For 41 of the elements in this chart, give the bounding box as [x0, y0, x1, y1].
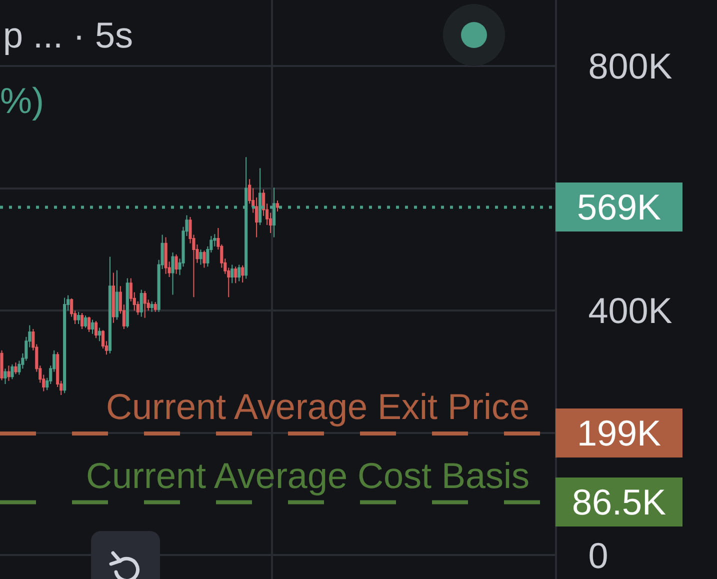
- candlestick: [14, 362, 18, 375]
- chart-title: p ... · 5s: [3, 14, 134, 56]
- candlestick: [80, 312, 84, 330]
- candlestick: [143, 290, 146, 318]
- ref-line-label: 569K: [576, 186, 662, 228]
- candlestick: [87, 316, 91, 332]
- candlestick: [7, 365, 10, 382]
- candlestick: [4, 368, 7, 384]
- candlestick: [77, 311, 80, 325]
- annotation: Current Average Cost Basis: [86, 455, 530, 496]
- candlestick: [234, 266, 238, 284]
- candlestick: [154, 302, 157, 312]
- candlestick: [90, 319, 94, 334]
- candlestick: [150, 300, 154, 312]
- candlestick: [276, 200, 280, 212]
- candlestick: [202, 250, 206, 268]
- candlestick: [174, 254, 178, 274]
- candlestick: [199, 248, 202, 266]
- ref-line-label: 199K: [576, 412, 662, 454]
- candlestick: [171, 252, 174, 296]
- y-tick-label: 400K: [588, 290, 672, 332]
- annotation: Current Average Exit Price: [106, 386, 530, 427]
- y-tick-label: 800K: [588, 46, 672, 87]
- candlestick: [112, 272, 115, 324]
- candlestick: [140, 289, 143, 318]
- candlestick: [126, 278, 129, 328]
- candlestick: [238, 264, 241, 282]
- candlestick: [115, 270, 118, 320]
- candlestick: [230, 264, 234, 284]
- candlestick: [164, 236, 168, 274]
- y-tick-label: 0: [588, 534, 608, 576]
- text: %): [0, 80, 44, 121]
- candlestick: [108, 256, 112, 354]
- candlestick: [10, 364, 14, 380]
- candlestick: [84, 314, 88, 328]
- candlestick: [98, 327, 102, 342]
- candlestick: [0, 350, 4, 381]
- candlestick: [63, 297, 66, 394]
- candlestick: [94, 320, 98, 339]
- ref-line-label: 86.5K: [572, 482, 666, 522]
- candlestick: [241, 264, 244, 283]
